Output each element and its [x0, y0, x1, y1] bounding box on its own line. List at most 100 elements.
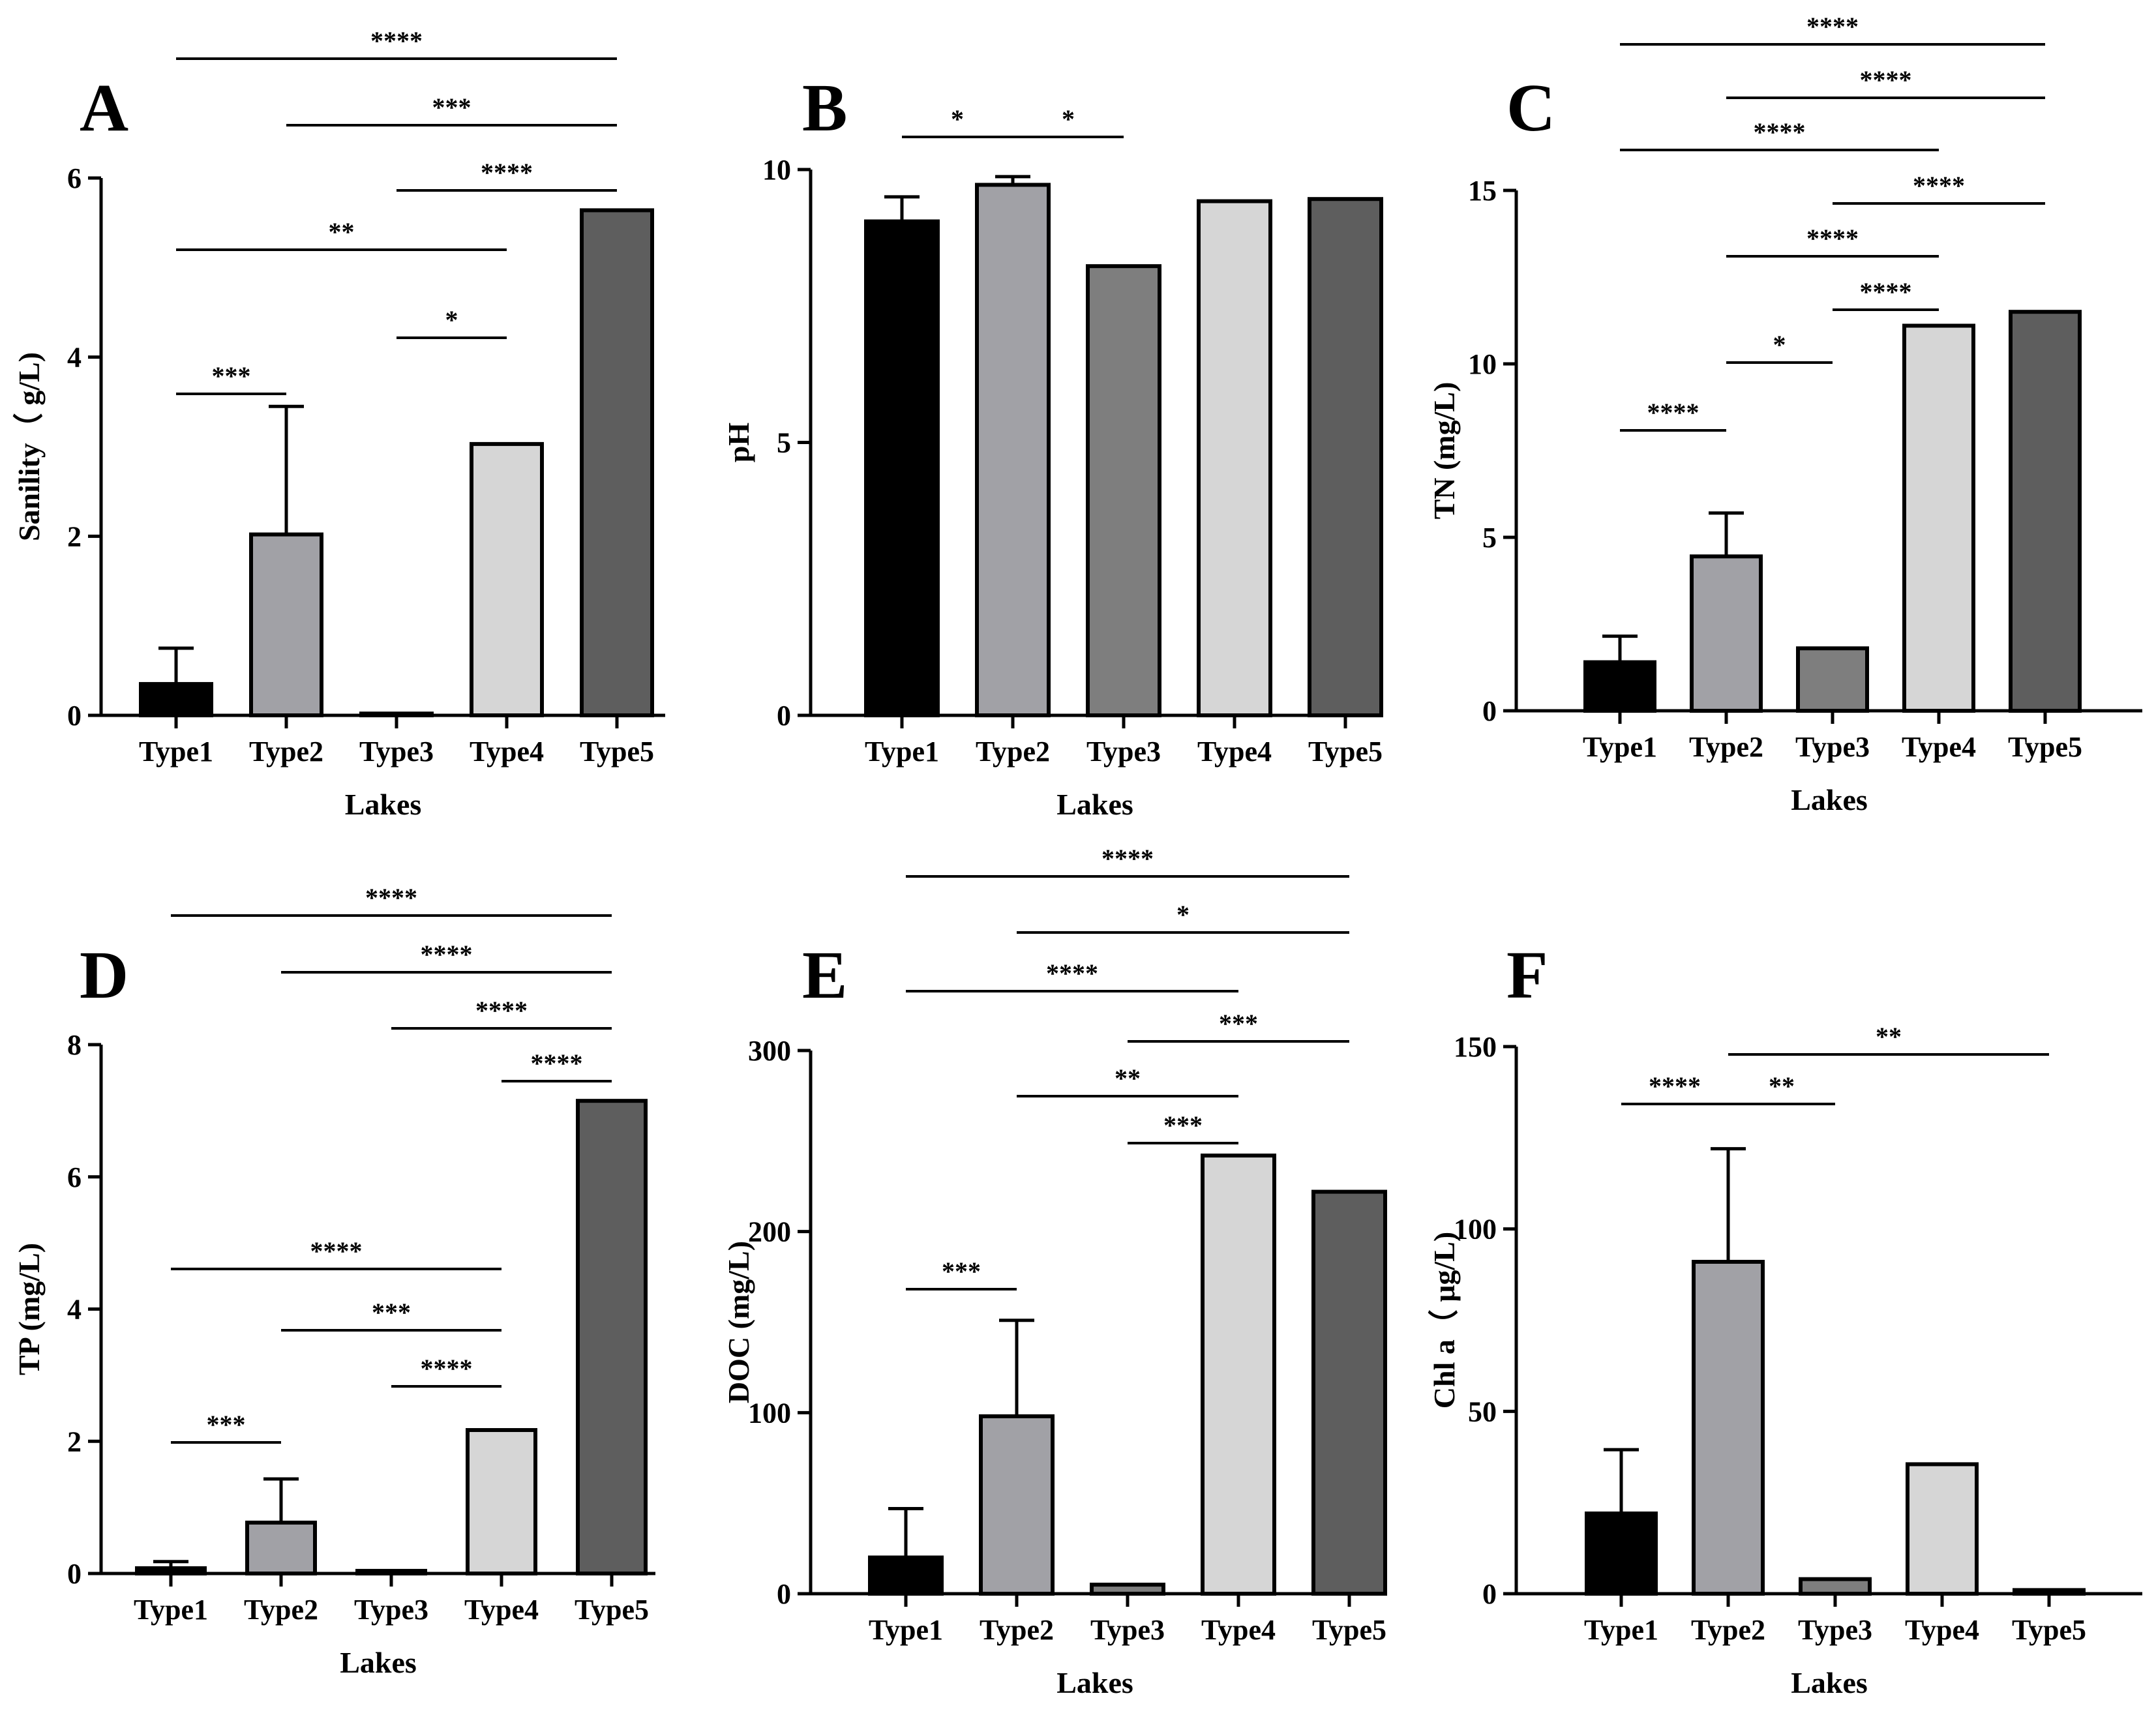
significance-label: ****	[1046, 959, 1098, 988]
significance-label: **	[329, 217, 355, 246]
bar	[245, 1520, 317, 1575]
y-tick-label: 15	[1468, 175, 1497, 207]
bar	[249, 532, 323, 717]
x-tick-label: Type3	[359, 736, 434, 768]
bar	[355, 1568, 427, 1576]
x-tick-label: Type4	[464, 1594, 539, 1626]
significance-label: *	[1773, 330, 1786, 359]
x-tick-label: Type1	[1583, 731, 1657, 763]
x-tick-label: Type3	[354, 1594, 428, 1626]
significance-label: ****	[1754, 117, 1806, 147]
bar	[466, 1428, 537, 1576]
bar	[1090, 1583, 1165, 1596]
bar	[979, 1414, 1055, 1596]
chart-panel-e: 0 100 200 300 Type1 Type2 Type3 Type4 Type5 Lakes…	[722, 844, 1387, 1699]
x-tick-label: Type1	[869, 1614, 943, 1646]
bar	[576, 1099, 648, 1575]
y-tick-label: 10	[762, 154, 791, 186]
significance-label: ****	[1913, 171, 1965, 200]
bar	[139, 681, 213, 718]
y-axis-title: pH	[722, 423, 755, 463]
x-tick-label: Type2	[980, 1614, 1054, 1646]
y-axis-title: Sanility（ g/L)	[12, 352, 46, 541]
y-tick-label: 150	[1454, 1031, 1497, 1063]
panel-letter-e: E	[802, 938, 847, 1013]
significance-label: *	[445, 305, 458, 335]
bar	[1902, 323, 1975, 713]
chart-panel-a: 0 2 4 6 Type1 Type2 Type3 Type4 Type5 Lakes Sanili…	[12, 26, 665, 821]
significance-label: ****	[1806, 224, 1859, 253]
significance-label: *	[951, 104, 964, 134]
y-tick-label: 50	[1468, 1395, 1497, 1427]
chart-panel-f: 0 50 100 150 Type1 Type2 Type3 Type4 Type5 Lakes C…	[1428, 1022, 2142, 1699]
x-tick-label: Type3	[1798, 1614, 1872, 1646]
significance-label: ****	[370, 26, 423, 55]
bar	[1086, 264, 1161, 717]
y-tick-label: 300	[748, 1035, 791, 1067]
significance-label: ***	[1219, 1009, 1258, 1038]
x-tick-label: Type4	[470, 736, 544, 768]
bar	[2009, 310, 2082, 713]
y-tick-label: 10	[1468, 348, 1497, 380]
y-tick-label: 0	[777, 700, 791, 732]
x-tick-label: Type5	[1308, 736, 1383, 768]
significance-label: *	[1176, 900, 1190, 929]
x-tick-label: Type5	[1312, 1614, 1386, 1646]
significance-label: ****	[1860, 277, 1912, 306]
y-tick-label: 100	[1454, 1214, 1497, 1245]
significance-label: ***	[432, 93, 472, 122]
panel-letter-c: C	[1506, 70, 1555, 145]
x-tick-label: Type3	[1090, 1614, 1165, 1646]
y-tick-label: 0	[67, 1558, 82, 1590]
y-tick-label: 0	[67, 700, 82, 732]
panel-letter-d: D	[80, 938, 128, 1013]
significance-label: ****	[481, 158, 533, 187]
significance-label: ****	[1806, 12, 1859, 41]
bar	[1690, 554, 1763, 713]
significance-label: ****	[531, 1049, 583, 1078]
significance-label: ****	[421, 940, 473, 969]
bar	[135, 1566, 207, 1575]
y-axis-title: Chl a（ μg/L)	[1428, 1232, 1461, 1409]
x-axis-title: Lakes	[1791, 783, 1868, 816]
significance-label: ***	[207, 1410, 246, 1439]
y-axis-title: TN (mg/L)	[1428, 382, 1461, 520]
significance-label: ****	[475, 996, 528, 1025]
bar	[1799, 1577, 1872, 1596]
x-tick-label: Type1	[134, 1594, 208, 1626]
significance-label: ***	[212, 361, 251, 391]
y-tick-label: 6	[67, 162, 82, 194]
bar	[2013, 1588, 2086, 1596]
bar	[1692, 1260, 1765, 1596]
x-tick-label: Type3	[1795, 731, 1870, 763]
x-axis-title: Lakes	[345, 788, 422, 821]
x-tick-label: Type4	[1201, 1614, 1276, 1646]
y-tick-label: 2	[67, 1425, 82, 1457]
y-axis-title: DOC (mg/L)	[722, 1241, 755, 1403]
chart-panel-c: 0 5 10 15 Type1 Type2 Type3 Type4 Type5 Lakes TN (…	[1428, 12, 2142, 816]
significance-label: ****	[1860, 65, 1912, 95]
y-tick-label: 8	[67, 1029, 82, 1061]
panel-letter-a: A	[80, 70, 128, 145]
panel-letter-b: B	[802, 70, 847, 145]
significance-label: ***	[372, 1298, 411, 1327]
x-axis-title: Lakes	[1056, 788, 1133, 821]
chart-panel-d: 0 2 4 6 8 Type1 Type2 Type3 Type4 Type5 Lakes TP (m…	[12, 883, 655, 1679]
significance-label: ****	[1647, 398, 1699, 427]
x-axis-title: Lakes	[1791, 1666, 1868, 1699]
significance-label: ****	[365, 883, 417, 912]
bar	[470, 441, 544, 717]
bar	[359, 711, 434, 717]
x-tick-label: Type1	[139, 736, 213, 768]
y-tick-label: 0	[1482, 1578, 1497, 1610]
bar	[580, 208, 654, 717]
y-tick-label: 2	[67, 520, 82, 552]
significance-label: ****	[310, 1236, 363, 1266]
bar	[1311, 1189, 1387, 1596]
x-tick-label: Type4	[1905, 1614, 1979, 1646]
significance-label: **	[1769, 1071, 1795, 1101]
bar	[1583, 660, 1656, 713]
panel-letter-f: F	[1506, 938, 1548, 1013]
bar	[868, 1555, 944, 1596]
